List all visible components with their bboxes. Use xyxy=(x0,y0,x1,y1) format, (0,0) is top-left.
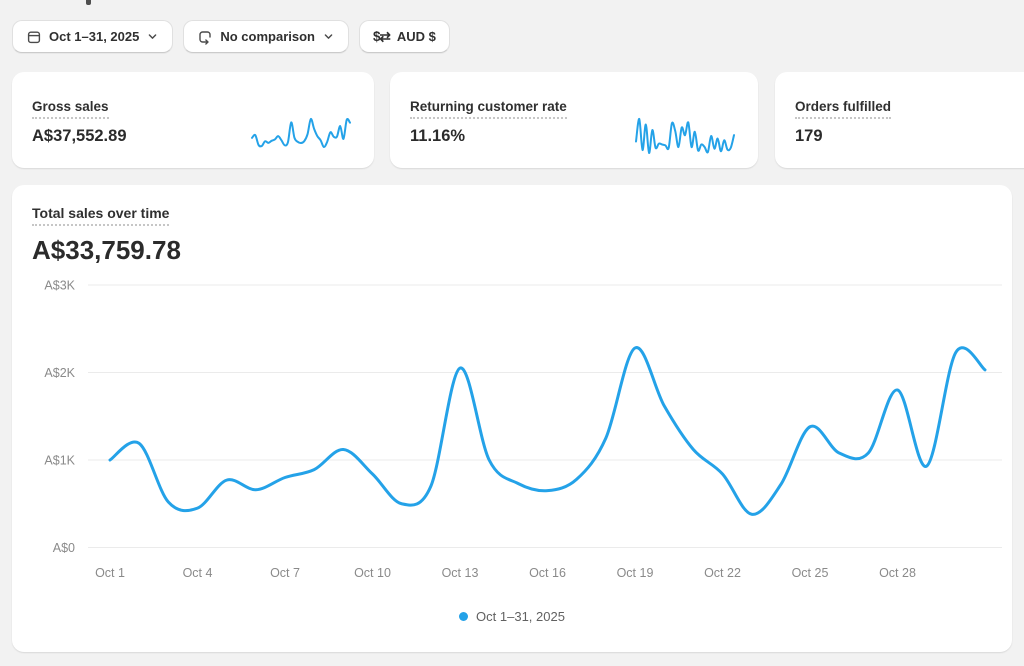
orders-fulfilled-value: 179 xyxy=(795,127,823,145)
date-range-label: Oct 1–31, 2025 xyxy=(49,29,140,44)
gross-sales-title[interactable]: Gross sales xyxy=(32,99,109,119)
total-sales-value: A$33,759.78 xyxy=(32,235,181,265)
date-range-button[interactable]: Oct 1–31, 2025 xyxy=(12,20,174,53)
comparison-button[interactable]: No comparison xyxy=(183,20,349,53)
x-axis-label: Oct 19 xyxy=(617,566,654,580)
currency-exchange-icon: $⇄ xyxy=(372,28,391,44)
returning-customer-rate-value: 11.16% xyxy=(410,127,466,145)
calendar-icon xyxy=(26,29,42,45)
x-axis-label: Oct 10 xyxy=(354,566,391,580)
returning-customer-rate-card: Returning customer rate 11.16% xyxy=(390,72,758,168)
clipped-page-title-fragment xyxy=(86,0,91,5)
x-axis-label: Oct 7 xyxy=(270,566,300,580)
returning-customer-rate-title[interactable]: Returning customer rate xyxy=(410,99,567,119)
total-sales-title[interactable]: Total sales over time xyxy=(32,205,170,226)
sparkline-path xyxy=(635,117,735,155)
orders-fulfilled-card: Orders fulfilled 179 xyxy=(775,72,1024,168)
x-axis-label: Oct 25 xyxy=(792,566,829,580)
x-axis-label: Oct 28 xyxy=(879,566,916,580)
chart-legend: Oct 1–31, 2025 xyxy=(12,609,1012,624)
y-axis-label: A$1K xyxy=(44,454,75,468)
currency-label: AUD $ xyxy=(396,29,436,44)
currency-button[interactable]: $⇄ AUD $ xyxy=(358,20,450,53)
x-axis-label: Oct 22 xyxy=(704,566,741,580)
total-sales-line-chart: A$0 A$1K A$2K A$3K Oct 1 Oct 4 Oct 7 Oct 10 Oct … xyxy=(44,279,1002,580)
gross-sales-sparkline xyxy=(251,117,351,148)
comparison-icon xyxy=(197,29,213,45)
orders-fulfilled-title[interactable]: Orders fulfilled xyxy=(795,99,892,119)
analytics-toolbar: Oct 1–31, 2025 No comparison xyxy=(12,20,450,53)
legend-label: Oct 1–31, 2025 xyxy=(476,609,565,624)
y-axis-label: A$3K xyxy=(44,279,75,293)
x-axis-label: Oct 4 xyxy=(183,566,213,580)
x-axis-label: Oct 13 xyxy=(442,566,479,580)
y-axis-label: A$0 xyxy=(53,541,75,555)
y-axis-label: A$2K xyxy=(44,366,75,380)
legend-dot-icon xyxy=(459,612,469,621)
chevron-down-icon xyxy=(146,30,159,43)
x-axis-label: Oct 16 xyxy=(529,566,566,580)
returning-customer-rate-sparkline xyxy=(635,117,735,155)
comparison-label: No comparison xyxy=(220,29,315,44)
x-axis-label: Oct 1 xyxy=(95,566,125,580)
gross-sales-value: A$37,552.89 xyxy=(32,127,127,145)
sparkline-path xyxy=(251,117,351,148)
sales-line xyxy=(108,346,987,516)
total-sales-card: A$0 A$1K A$2K A$3K Oct 1 Oct 4 Oct 7 Oct 10 Oct … xyxy=(12,185,1012,652)
chevron-down-icon xyxy=(322,30,335,43)
gross-sales-card: Gross sales A$37,552.89 xyxy=(12,72,374,168)
